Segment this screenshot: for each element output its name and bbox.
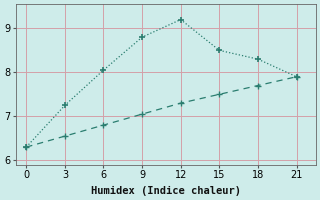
- X-axis label: Humidex (Indice chaleur): Humidex (Indice chaleur): [91, 186, 241, 196]
